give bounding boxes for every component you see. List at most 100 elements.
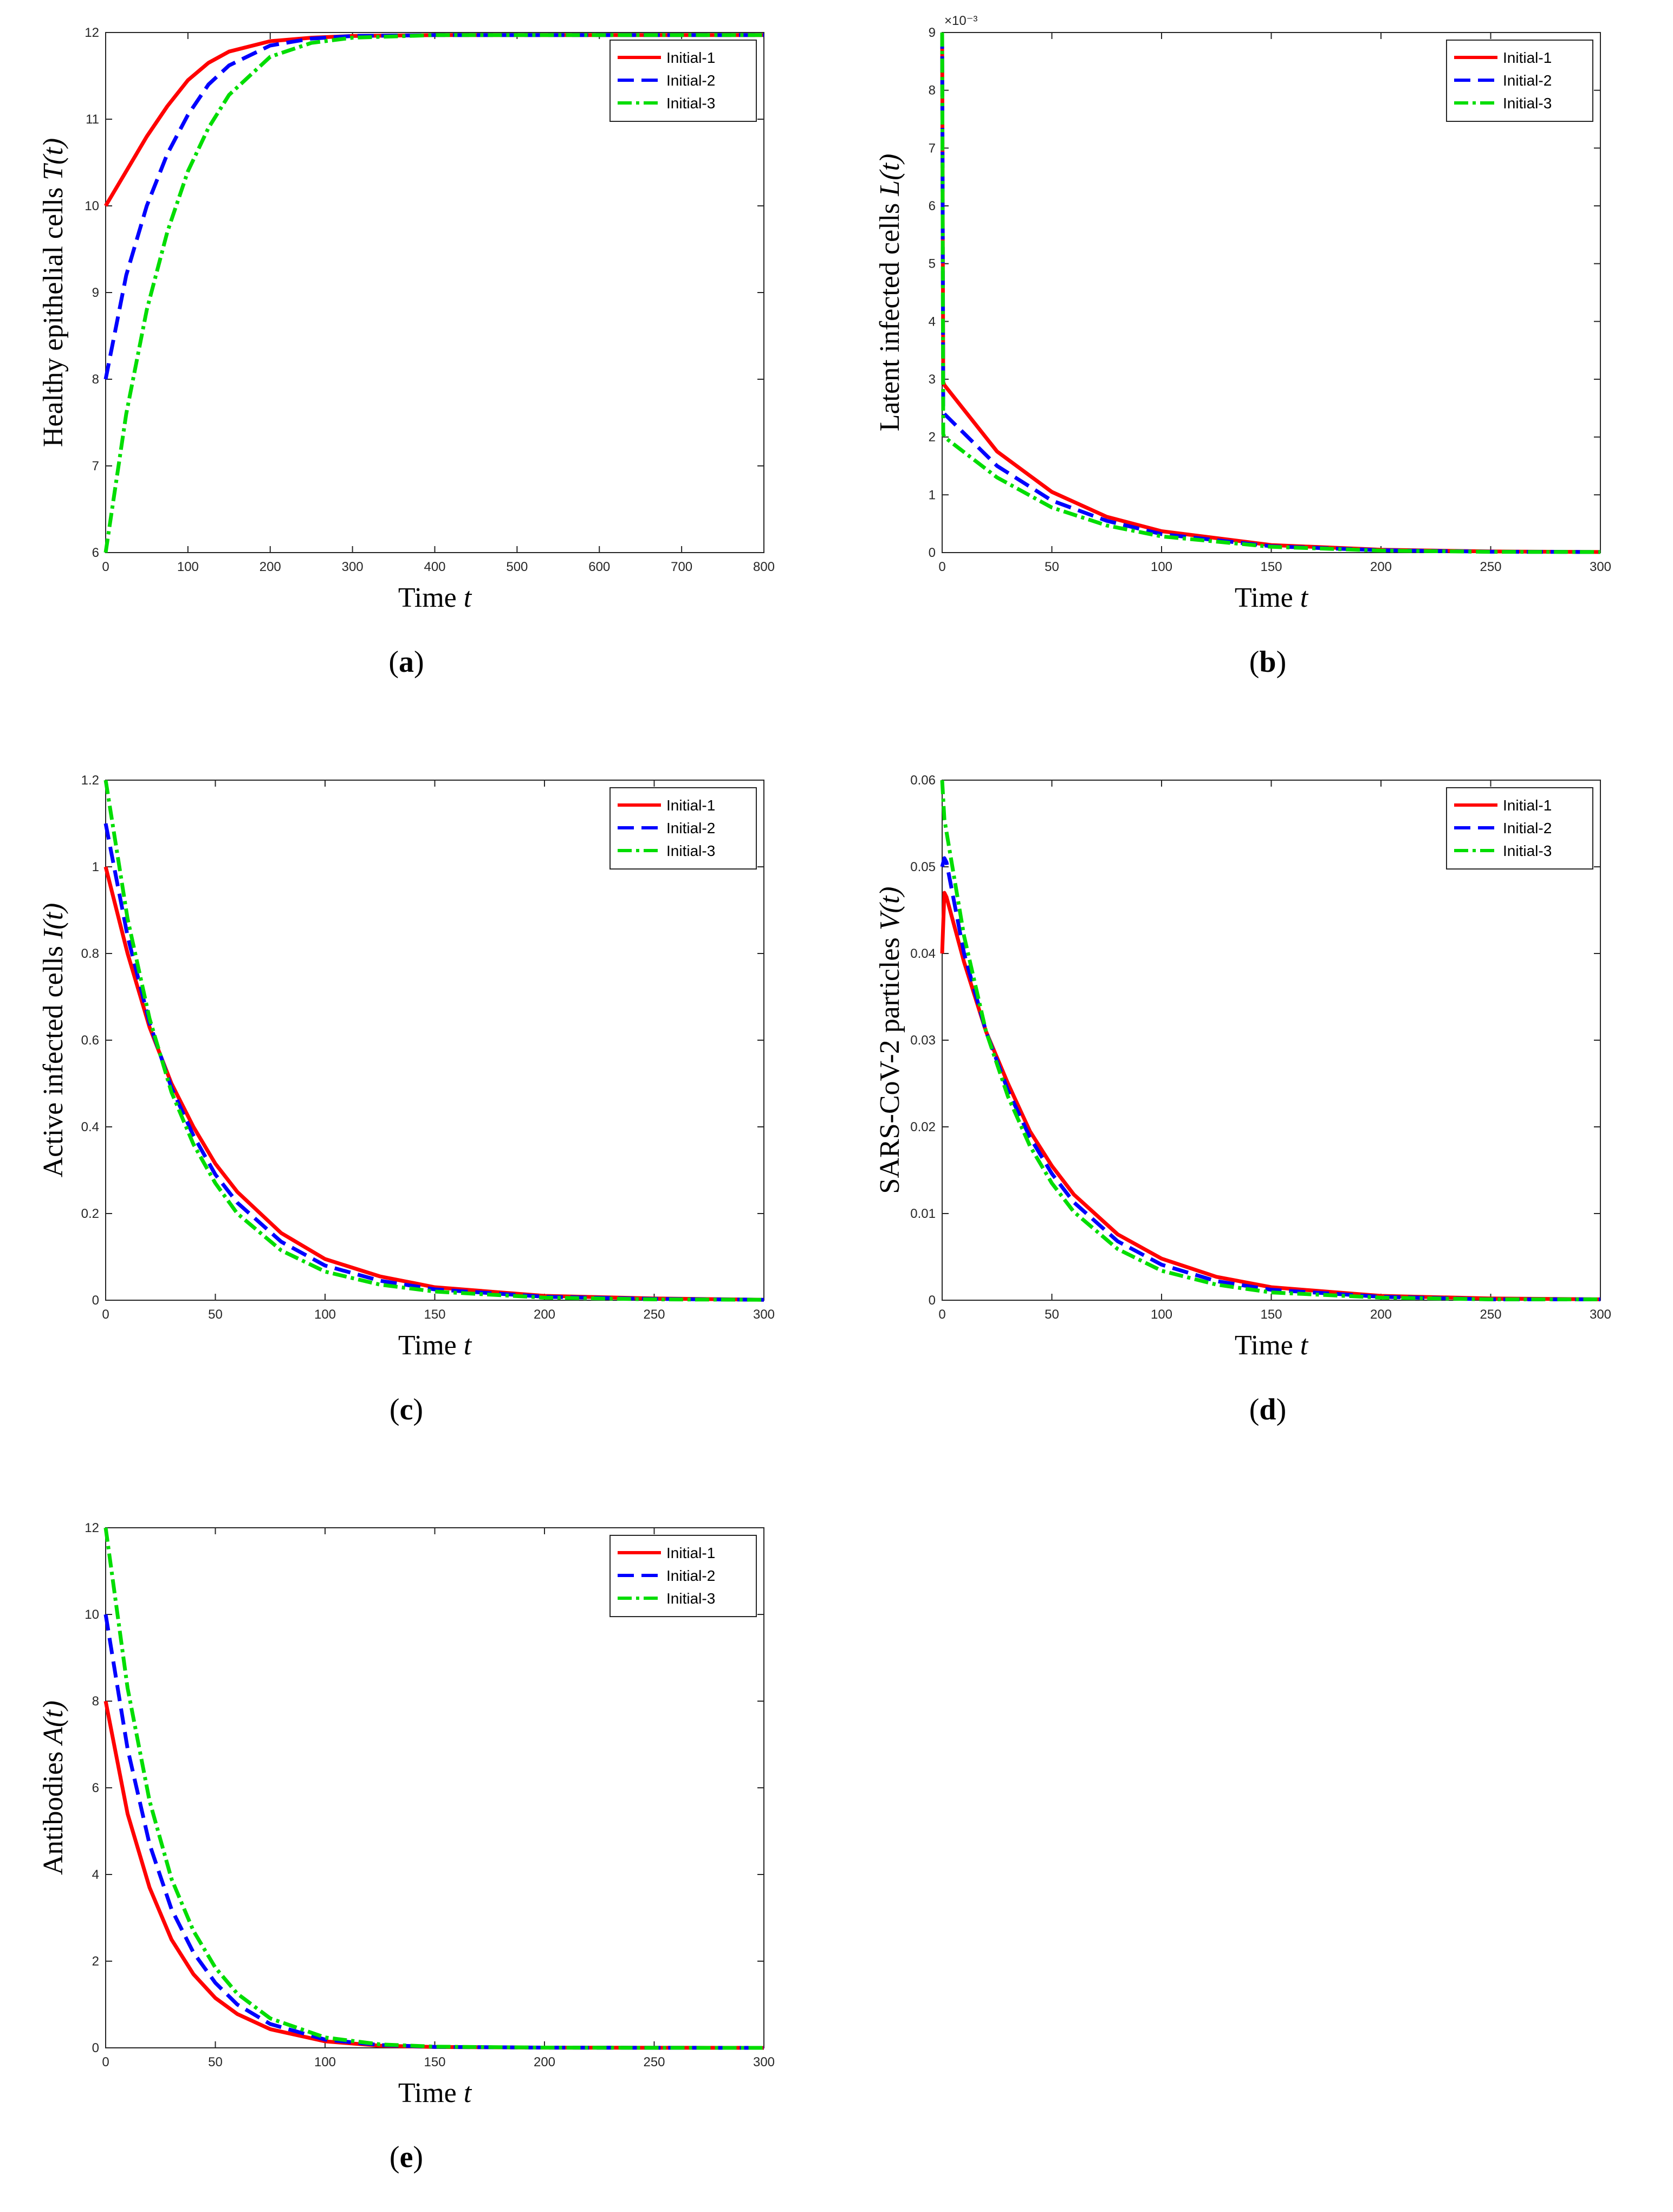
series-line-initial-3 bbox=[940, 780, 1600, 1301]
y-tick-label: 10 bbox=[85, 1607, 99, 1622]
legend-label-initial-1: Initial-1 bbox=[666, 1545, 715, 1561]
y-tick-label: 6 bbox=[92, 1781, 99, 1795]
x-tick-label: 300 bbox=[753, 1307, 775, 1322]
series-line-initial-3 bbox=[103, 1527, 764, 2050]
legend-label-initial-2: Initial-2 bbox=[666, 72, 715, 89]
y-tick-label: 0.8 bbox=[81, 946, 99, 961]
legend-label-initial-3: Initial-3 bbox=[666, 842, 715, 859]
y-tick-label: 0.6 bbox=[81, 1033, 99, 1048]
y-tick-label: 12 bbox=[85, 1521, 99, 1535]
chart-b: 0 50 100 150 200 250 300 0 1 2 3 4 5 6 7 8 9 ×10⁻³ Initial… bbox=[874, 14, 1611, 613]
x-tick-label: 50 bbox=[208, 2055, 223, 2070]
x-tick-label: 0 bbox=[938, 560, 945, 574]
y-tick-label: 8 bbox=[92, 372, 99, 387]
x-tick-label: 100 bbox=[1151, 1307, 1172, 1322]
series-line-initial-2 bbox=[103, 33, 764, 380]
y-tick-label: 3 bbox=[929, 372, 936, 387]
y-tick-label: 0.04 bbox=[910, 946, 936, 961]
panel-c: 0 50 100 150 200 250 300 0 0.2 0.4 0.6 0.8 1 1.2 Initi… bbox=[0, 748, 837, 1490]
legend-box bbox=[1446, 40, 1593, 122]
legend-box bbox=[609, 787, 757, 870]
chart-c: 0 50 100 150 200 250 300 0 0.2 0.4 0.6 0.8 1 1.2 Initi… bbox=[38, 773, 775, 1361]
x-axis-label: Time t bbox=[398, 582, 472, 613]
caption-e: (e) bbox=[389, 2140, 424, 2174]
chart-e: 0 50 100 150 200 250 300 0 2 4 6 8 10 12 Initial-1 Init… bbox=[38, 1521, 775, 2109]
y-axis-label: SARS-CoV-2 particles V(t) bbox=[874, 886, 905, 1193]
legend-label-initial-2: Initial-2 bbox=[1503, 820, 1552, 836]
caption-d: (d) bbox=[1249, 1393, 1287, 1426]
y-exponent-label: ×10⁻³ bbox=[944, 14, 977, 28]
y-tick-label: 0.4 bbox=[81, 1120, 99, 1134]
x-tick-label: 700 bbox=[671, 560, 692, 574]
x-tick-label: 0 bbox=[102, 1307, 109, 1322]
x-tick-label: 100 bbox=[177, 560, 199, 574]
caption-b: (b) bbox=[1249, 645, 1287, 679]
x-tick-label: 400 bbox=[424, 560, 445, 574]
x-tick-label: 0 bbox=[938, 1307, 945, 1322]
legend-label-initial-3: Initial-3 bbox=[666, 1590, 715, 1607]
y-tick-label: 1 bbox=[92, 860, 99, 874]
legend-label-initial-3: Initial-3 bbox=[666, 95, 715, 112]
series-line-initial-3 bbox=[103, 33, 764, 553]
y-tick-label: 1.2 bbox=[81, 773, 99, 788]
legend-label-initial-1: Initial-1 bbox=[1503, 797, 1552, 814]
legend-box bbox=[1446, 787, 1593, 870]
y-tick-label: 5 bbox=[929, 257, 936, 271]
y-tick-label: 0.01 bbox=[910, 1206, 936, 1221]
x-tick-label: 250 bbox=[643, 2055, 665, 2070]
caption-a: (a) bbox=[388, 645, 424, 679]
y-tick-label: 11 bbox=[86, 112, 99, 127]
series-line-initial-3 bbox=[103, 780, 764, 1302]
x-tick-label: 800 bbox=[753, 560, 775, 574]
x-tick-label: 200 bbox=[534, 2055, 555, 2070]
panel-e: 0 50 100 150 200 250 300 0 2 4 6 8 10 12 Initial-1 Init… bbox=[0, 1495, 837, 2209]
x-tick-label: 150 bbox=[1260, 560, 1282, 574]
legend-label-initial-3: Initial-3 bbox=[1503, 95, 1552, 112]
y-tick-label: 9 bbox=[92, 286, 99, 300]
x-tick-label: 300 bbox=[1590, 1307, 1611, 1322]
y-axis-label: Latent infected cells L(t) bbox=[874, 154, 905, 432]
y-tick-label: 7 bbox=[92, 459, 99, 473]
x-tick-label: 250 bbox=[643, 1307, 665, 1322]
x-tick-label: 250 bbox=[1480, 1307, 1501, 1322]
y-tick-label: 0.03 bbox=[910, 1033, 936, 1048]
y-tick-label: 6 bbox=[92, 546, 99, 560]
legend-label-initial-1: Initial-1 bbox=[666, 797, 715, 814]
y-tick-label: 0 bbox=[929, 1293, 936, 1308]
y-tick-label: 0.06 bbox=[910, 773, 936, 788]
legend-label-initial-2: Initial-2 bbox=[666, 1567, 715, 1584]
x-tick-label: 200 bbox=[534, 1307, 555, 1322]
caption-c: (c) bbox=[389, 1393, 424, 1426]
x-tick-label: 300 bbox=[753, 2055, 775, 2070]
x-axis-label: Time t bbox=[398, 1330, 472, 1361]
x-tick-label: 100 bbox=[314, 1307, 336, 1322]
x-tick-label: 250 bbox=[1480, 560, 1501, 574]
x-tick-label: 200 bbox=[260, 560, 281, 574]
y-tick-label: 0 bbox=[92, 2041, 99, 2055]
y-tick-label: 6 bbox=[929, 199, 936, 213]
x-tick-label: 150 bbox=[1260, 1307, 1282, 1322]
y-tick-label: 9 bbox=[929, 25, 936, 40]
y-tick-label: 1 bbox=[929, 488, 936, 502]
x-tick-label: 500 bbox=[506, 560, 528, 574]
x-tick-label: 100 bbox=[1151, 560, 1172, 574]
legend-box bbox=[609, 40, 757, 122]
y-tick-label: 4 bbox=[92, 1867, 99, 1882]
y-tick-label: 8 bbox=[929, 83, 936, 98]
x-tick-label: 200 bbox=[1370, 1307, 1392, 1322]
y-axis-label: Healthy epithelial cells T(t) bbox=[38, 138, 69, 447]
y-axis-label: Active infected cells I(t) bbox=[38, 903, 69, 1178]
chart-d: 0 50 100 150 200 250 300 0 0.01 0.02 0.03 0.04 0.05 0… bbox=[874, 773, 1611, 1361]
y-tick-label: 12 bbox=[85, 25, 99, 40]
x-axis-label: Time t bbox=[1235, 1330, 1309, 1361]
series-line-initial-3 bbox=[940, 32, 1601, 554]
y-tick-label: 0 bbox=[92, 1293, 99, 1308]
x-axis-label: Time t bbox=[1235, 582, 1309, 613]
y-axis-label: Antibodies A(t) bbox=[38, 1701, 69, 1875]
legend-label-initial-1: Initial-1 bbox=[1503, 49, 1552, 66]
x-tick-label: 600 bbox=[588, 560, 610, 574]
legend-label-initial-1: Initial-1 bbox=[666, 49, 715, 66]
y-tick-label: 2 bbox=[929, 430, 936, 445]
x-tick-label: 0 bbox=[102, 2055, 109, 2070]
legend-label-initial-2: Initial-2 bbox=[1503, 72, 1552, 89]
